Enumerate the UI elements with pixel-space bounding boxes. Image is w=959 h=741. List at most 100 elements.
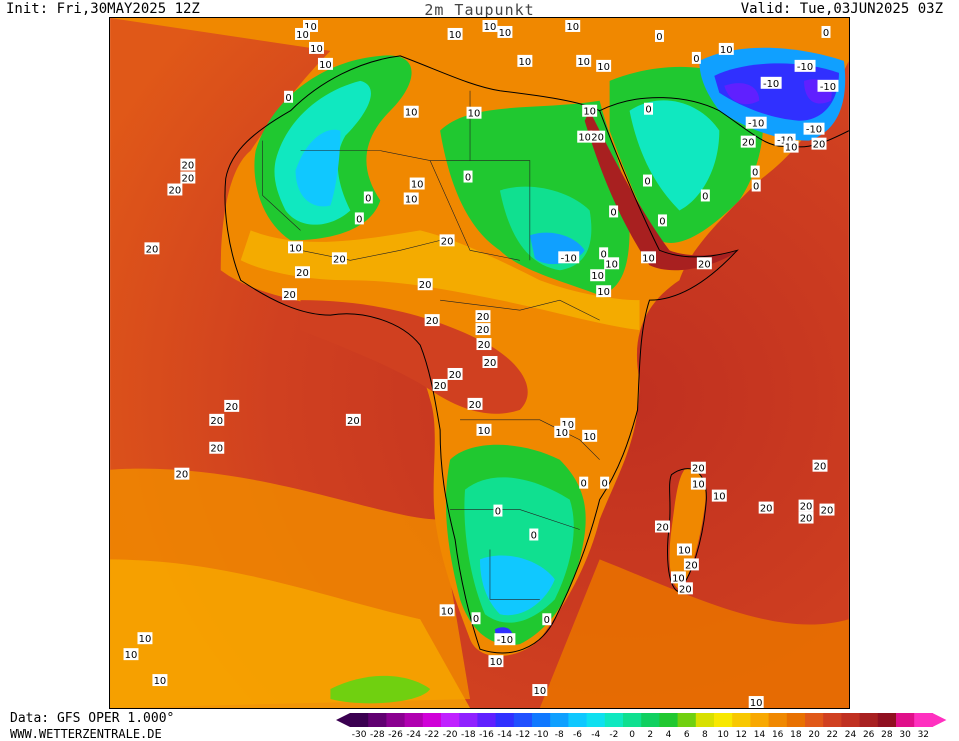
contour-value-label: 20 bbox=[447, 367, 463, 381]
legend-tick-label: 8 bbox=[702, 730, 708, 740]
svg-text:10: 10 bbox=[304, 22, 317, 33]
contour-value-label: -10 bbox=[817, 79, 839, 93]
contour-value-label: 20 bbox=[819, 503, 835, 517]
contour-value-label: 10 bbox=[783, 140, 799, 154]
svg-text:10: 10 bbox=[713, 492, 726, 503]
legend-color-swatch bbox=[659, 713, 679, 727]
contour-value-label: 20 bbox=[209, 413, 225, 427]
svg-text:10: 10 bbox=[785, 143, 798, 154]
svg-text:20: 20 bbox=[441, 236, 454, 247]
svg-text:20: 20 bbox=[742, 138, 755, 149]
contour-value-label: 20 bbox=[475, 310, 491, 323]
contour-value-label: 20 bbox=[345, 413, 361, 427]
contour-value-label: 20 bbox=[144, 242, 160, 255]
contour-value-label: 0 bbox=[691, 51, 701, 65]
svg-text:0: 0 bbox=[356, 214, 362, 225]
svg-text:20: 20 bbox=[347, 416, 360, 427]
legend-tick-label: -26 bbox=[388, 730, 403, 740]
svg-text:0: 0 bbox=[601, 479, 607, 490]
contour-value-label: 10 bbox=[488, 655, 504, 668]
svg-text:20: 20 bbox=[477, 312, 490, 323]
svg-text:10: 10 bbox=[578, 133, 591, 144]
contour-value-label: 10 bbox=[288, 241, 304, 254]
svg-text:20: 20 bbox=[591, 133, 604, 144]
svg-text:10: 10 bbox=[319, 60, 332, 71]
legend-tick-label: -6 bbox=[573, 730, 582, 740]
svg-text:-10: -10 bbox=[561, 253, 577, 264]
svg-text:-10: -10 bbox=[763, 79, 779, 90]
legend-color-swatch bbox=[495, 713, 515, 727]
legend-color-swatch bbox=[823, 713, 842, 727]
svg-text:10: 10 bbox=[405, 194, 418, 205]
contour-value-label: 20 bbox=[740, 135, 756, 149]
svg-text:20: 20 bbox=[800, 514, 813, 525]
svg-text:10: 10 bbox=[441, 606, 454, 617]
contour-value-label: 0 bbox=[654, 29, 664, 43]
contour-value-label: 20 bbox=[467, 397, 483, 411]
svg-text:-10: -10 bbox=[806, 125, 822, 136]
legend-color-swatch bbox=[604, 713, 624, 727]
svg-text:20: 20 bbox=[449, 370, 462, 381]
svg-text:0: 0 bbox=[495, 507, 501, 518]
svg-text:20: 20 bbox=[283, 290, 296, 301]
svg-text:10: 10 bbox=[411, 180, 424, 191]
svg-text:20: 20 bbox=[210, 416, 223, 427]
legend-tick-label: -18 bbox=[460, 730, 476, 740]
legend-tick-label: 18 bbox=[790, 730, 802, 740]
contour-value-label: 10 bbox=[718, 42, 734, 56]
svg-text:-10: -10 bbox=[748, 119, 764, 130]
contour-value-label: 10 bbox=[123, 648, 139, 661]
svg-text:20: 20 bbox=[182, 174, 195, 185]
svg-text:0: 0 bbox=[365, 193, 371, 204]
legend-color-swatch bbox=[477, 713, 497, 727]
contour-value-label: 20 bbox=[690, 461, 706, 475]
svg-text:0: 0 bbox=[644, 177, 650, 188]
contour-value-label: 0 bbox=[700, 189, 710, 202]
contour-value-label: 0 bbox=[644, 102, 653, 116]
legend-tick-label: 6 bbox=[683, 730, 690, 740]
svg-text:10: 10 bbox=[583, 432, 596, 443]
svg-text:0: 0 bbox=[473, 614, 479, 625]
legend-color-swatch bbox=[714, 713, 733, 727]
svg-text:10: 10 bbox=[289, 243, 302, 254]
contour-value-label: 10 bbox=[439, 604, 455, 617]
contour-value-label: -10 bbox=[803, 122, 825, 136]
svg-text:20: 20 bbox=[182, 161, 195, 172]
svg-text:20: 20 bbox=[419, 280, 432, 291]
contour-value-label: -10 bbox=[558, 251, 580, 264]
contour-value-label: 0 bbox=[471, 612, 481, 625]
contour-value-label: 20 bbox=[476, 338, 492, 351]
init-time-label: Init: Fri,30MAY2025 12Z bbox=[6, 1, 200, 17]
legend-tick-label: -14 bbox=[497, 730, 513, 740]
contour-value-label: 10 bbox=[409, 177, 425, 191]
contour-value-label: 10 bbox=[447, 27, 463, 41]
contour-value-label: 20 bbox=[282, 288, 298, 301]
svg-text:10: 10 bbox=[597, 62, 610, 73]
svg-text:10: 10 bbox=[519, 57, 532, 68]
legend-color-swatch bbox=[641, 713, 660, 727]
svg-text:10: 10 bbox=[605, 259, 618, 270]
contour-value-label: 20 bbox=[798, 499, 814, 513]
svg-text:20: 20 bbox=[813, 140, 826, 151]
legend-max-arrow bbox=[932, 713, 947, 727]
contour-value-label: -10 bbox=[494, 633, 516, 646]
contour-value-label: 10 bbox=[711, 489, 727, 503]
legend-color-swatch bbox=[368, 713, 387, 727]
contour-value-label: 20 bbox=[180, 171, 196, 185]
svg-text:10: 10 bbox=[499, 28, 512, 39]
svg-text:0: 0 bbox=[531, 530, 537, 541]
legend-min-arrow bbox=[336, 713, 350, 727]
svg-text:10: 10 bbox=[468, 109, 481, 120]
svg-text:10: 10 bbox=[597, 287, 610, 298]
svg-text:0: 0 bbox=[752, 168, 758, 179]
svg-text:0: 0 bbox=[656, 32, 662, 43]
svg-text:0: 0 bbox=[659, 216, 665, 227]
contour-value-label: 0 bbox=[600, 476, 610, 490]
svg-text:20: 20 bbox=[760, 504, 773, 515]
svg-text:10: 10 bbox=[566, 22, 579, 33]
contour-value-label: 0 bbox=[363, 191, 373, 204]
svg-text:10: 10 bbox=[533, 686, 546, 697]
contour-value-label: 20 bbox=[209, 441, 225, 455]
contour-value-label: 10 bbox=[582, 429, 598, 443]
svg-text:0: 0 bbox=[753, 182, 759, 193]
